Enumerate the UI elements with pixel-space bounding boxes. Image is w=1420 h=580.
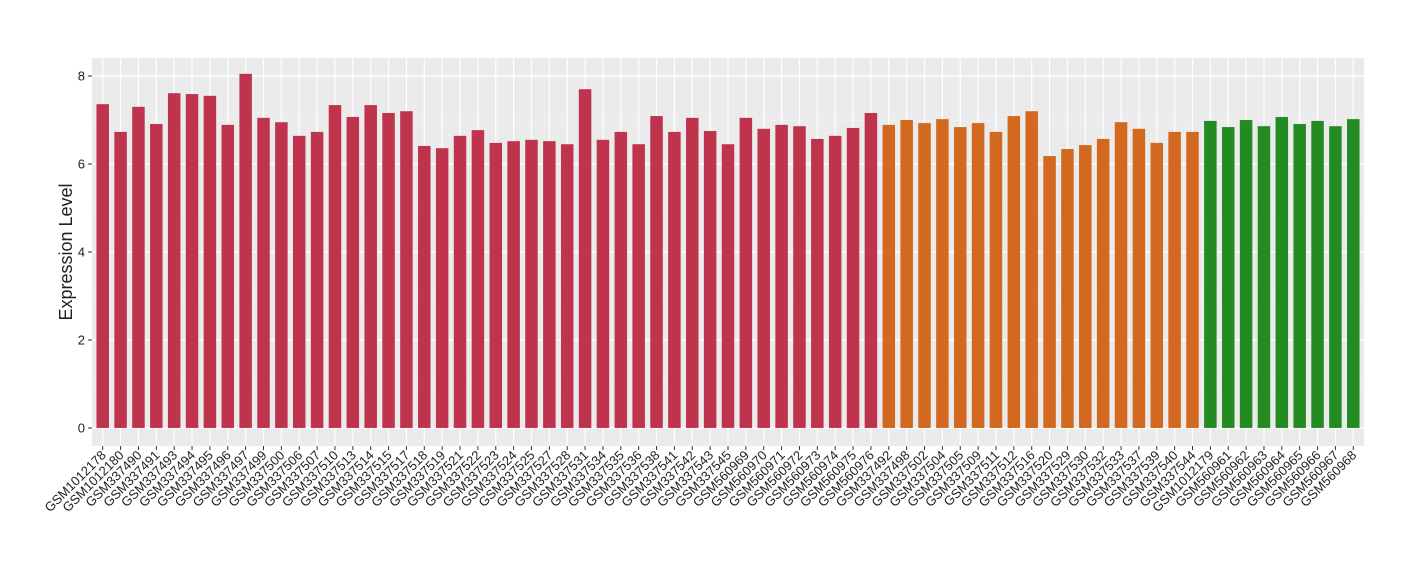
- bar: [971, 123, 985, 428]
- bar: [453, 135, 467, 428]
- bar: [346, 116, 360, 428]
- bar: [560, 144, 574, 428]
- bar: [132, 106, 145, 428]
- bar: [686, 117, 699, 428]
- bar: [1239, 120, 1253, 428]
- bar: [150, 123, 163, 428]
- bar: [1168, 131, 1181, 428]
- bar: [185, 94, 199, 428]
- bar: [1096, 138, 1110, 428]
- y-tick-label: 2: [78, 332, 85, 347]
- bar: [1293, 123, 1306, 428]
- bar: [703, 131, 717, 428]
- bar: [400, 111, 413, 428]
- bar: [328, 105, 342, 428]
- bar: [525, 139, 538, 428]
- bar: [1186, 131, 1199, 428]
- bar: [382, 112, 395, 428]
- bar: [435, 148, 449, 428]
- bar: [811, 138, 824, 428]
- bar: [1150, 142, 1164, 428]
- bar: [257, 117, 270, 428]
- bar: [1079, 145, 1092, 428]
- bar: [739, 117, 753, 428]
- bar: [471, 130, 485, 428]
- bar: [882, 124, 896, 428]
- bar: [650, 116, 663, 428]
- bar: [1114, 122, 1128, 428]
- bar: [900, 120, 913, 428]
- bar: [1257, 126, 1271, 428]
- bar: [1221, 127, 1235, 428]
- bar: [989, 131, 1003, 428]
- bar: [846, 127, 860, 428]
- bar: [1007, 116, 1021, 428]
- bar: [239, 73, 252, 428]
- bar: [936, 119, 949, 428]
- bar: [864, 112, 878, 428]
- bar: [489, 142, 503, 428]
- bar: [543, 141, 556, 428]
- bar: [668, 131, 681, 428]
- bar: [275, 122, 288, 428]
- bar: [292, 135, 306, 428]
- y-axis-label: Expression Level: [56, 183, 76, 320]
- bar: [918, 123, 931, 428]
- bar: [1025, 111, 1038, 428]
- bar: [96, 104, 109, 428]
- bar: [757, 128, 770, 428]
- bar: [203, 95, 217, 428]
- bar: [167, 93, 181, 428]
- bar: [578, 89, 592, 428]
- bar: [632, 144, 645, 428]
- y-tick-label: 6: [78, 157, 85, 172]
- y-tick-label: 0: [78, 420, 85, 435]
- bar: [310, 131, 324, 428]
- bar: [1347, 119, 1360, 428]
- bar: [1043, 156, 1056, 428]
- bar: [114, 131, 127, 428]
- bar: [507, 141, 520, 428]
- bar: [221, 124, 235, 428]
- bar: [1329, 126, 1342, 428]
- bar: [775, 124, 788, 428]
- y-tick-label: 4: [78, 245, 85, 260]
- bar: [1132, 128, 1146, 428]
- bar: [793, 126, 806, 428]
- bar: [721, 144, 735, 428]
- bar: [828, 135, 842, 428]
- bar: [364, 105, 377, 428]
- bar: [418, 145, 431, 428]
- bar: [1275, 116, 1289, 428]
- bar: [953, 127, 967, 428]
- y-tick-label: 8: [78, 69, 85, 84]
- bar: [1311, 120, 1324, 428]
- bar: [1204, 120, 1217, 428]
- bar: [614, 131, 628, 428]
- bar: [596, 139, 610, 428]
- bar: [1061, 149, 1074, 428]
